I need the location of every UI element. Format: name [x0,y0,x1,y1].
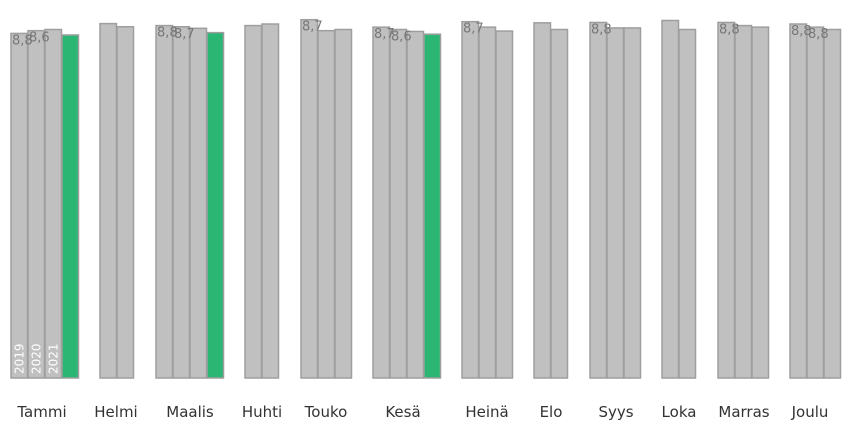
bar-kesä-3 [423,33,442,379]
data-label: 8,7 [374,27,395,42]
data-label: 8,8 [591,22,612,37]
bars-layer [10,18,842,379]
bar-syys-1 [606,27,625,379]
bar-joulu-1 [806,26,825,379]
category-label: Tammi [16,403,66,421]
bar-tammi-3 [61,34,80,379]
series-label: 2021 [46,343,60,374]
bar-touko-1 [317,29,336,379]
bar-tammi-1 [27,29,46,379]
data-label: 8,6 [29,31,50,46]
category-label: Kesä [385,403,420,421]
category-label: Joulu [791,403,829,421]
bar-maalis-1 [172,26,191,379]
bar-tammi-2 [44,28,63,379]
data-label: 8,8 [791,24,812,39]
category-labels-layer: Tammi Helmi Maalis Huhti Touko Kesä Heinä Elo Sy… [16,403,828,421]
bar-elo-0 [533,22,552,379]
bar-maalis-2 [189,27,208,379]
data-label: 8,7 [174,27,195,42]
data-label: 8,6 [391,29,412,44]
data-label: 8,8 [808,27,829,42]
category-label: Loka [662,403,697,421]
category-label: Touko [304,403,348,421]
data-labels-layer: 8,88,6 8,88,7 8,7 8,78,68,7 8,8 8,8 8,88,8 [12,20,829,49]
bar-touko-2 [334,28,353,379]
category-label: Helmi [94,403,137,421]
category-label: Huhti [242,403,282,421]
bar-huhti-1 [261,23,280,379]
bar-heinä-0 [461,20,480,379]
bar-helmi-0 [99,22,118,379]
category-label: Elo [540,403,563,421]
bar-kesä-1 [389,28,408,379]
bar-syys-2 [623,27,642,379]
bar-marras-2 [751,26,770,379]
bar-marras-0 [717,21,736,379]
data-label: 8,8 [719,22,740,37]
series-label: 2020 [29,343,43,374]
bar-tammi-0 [10,32,29,379]
data-label: 8,7 [463,22,484,37]
data-label: 8,8 [12,33,33,48]
bar-maalis-0 [155,24,174,379]
bar-helmi-1 [116,26,135,379]
category-label: Heinä [465,403,508,421]
bar-kesä-0 [372,26,391,379]
bar-kesä-2 [406,30,425,379]
bar-syys-0 [589,21,608,379]
bar-heinä-1 [478,26,497,379]
bar-touko-0 [300,18,319,379]
bar-loka-1 [678,28,697,379]
bar-heinä-2 [495,30,514,379]
series-label: 2019 [12,343,26,374]
bar-elo-1 [550,28,569,379]
data-label: 8,7 [302,20,323,35]
category-label: Marras [718,403,769,421]
data-label: 8,8 [157,26,178,41]
bar-joulu-2 [823,28,842,379]
category-label: Syys [598,403,633,421]
bar-maalis-3 [206,31,225,379]
bar-marras-1 [734,24,753,379]
category-label: Maalis [166,403,214,421]
bar-huhti-0 [244,24,263,379]
bar-joulu-0 [789,23,808,379]
year-labels-layer: 2019 2020 2021 [12,343,60,374]
bar-loka-0 [661,19,680,379]
